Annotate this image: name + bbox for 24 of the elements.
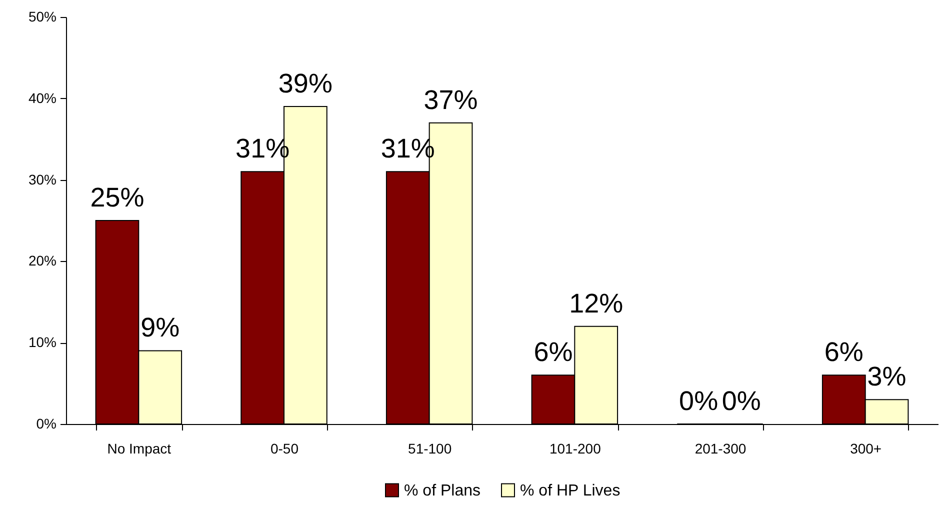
data-label: 39% — [278, 68, 332, 99]
data-label: 0% — [722, 386, 761, 416]
x-tick-label: 101-200 — [549, 440, 602, 456]
data-label: 37% — [424, 84, 478, 115]
legend-label: % of HP Lives — [520, 482, 620, 500]
data-label: 6% — [534, 337, 573, 368]
data-label: 9% — [140, 312, 180, 343]
x-tick-label: No Impact — [107, 440, 172, 456]
x-tick-label: 201-300 — [694, 440, 746, 456]
y-tick-label: 20% — [28, 252, 56, 269]
y-tick-label: 30% — [28, 171, 56, 188]
data-label: 12% — [569, 288, 624, 318]
x-tick-label: 300+ — [850, 440, 882, 456]
y-tick-label: 0% — [36, 416, 56, 432]
y-tick-label: 40% — [28, 90, 56, 106]
data-label: 0% — [679, 386, 718, 416]
legend-label: % of Plans — [404, 482, 480, 500]
data-label: 3% — [867, 362, 906, 392]
y-tick-label: 10% — [28, 334, 56, 350]
y-tick-label: 50% — [28, 8, 56, 24]
data-label: 25% — [90, 182, 144, 212]
x-tick-label: 0-50 — [270, 440, 299, 456]
data-label: 6% — [824, 337, 864, 368]
x-tick-label: 51-100 — [408, 440, 452, 456]
